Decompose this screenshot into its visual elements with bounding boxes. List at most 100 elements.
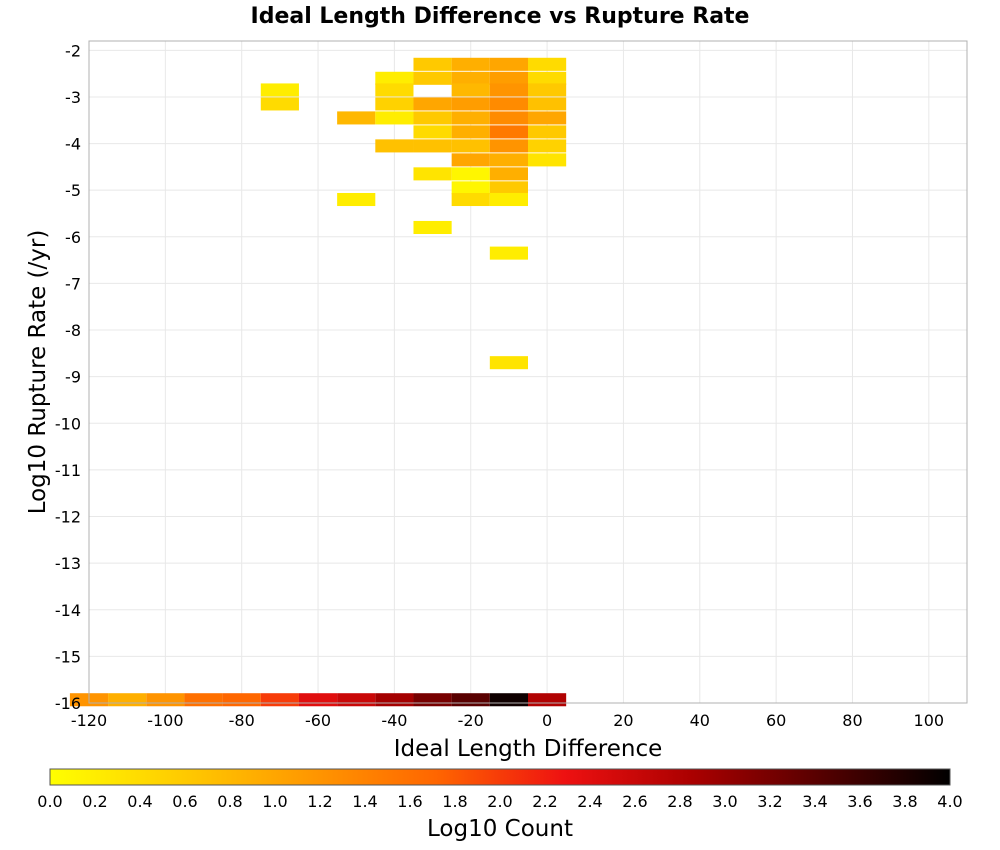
heatmap-cell bbox=[489, 97, 528, 111]
colorbar-tick-label: 3.2 bbox=[757, 792, 782, 811]
heatmap-cell bbox=[489, 139, 528, 153]
colorbar-ticks: 0.0 0.2 0.4 0.6 0.8 1.0 1.2 1.4 1.6 1.8 2.0 2.2 2.4 2… bbox=[37, 792, 962, 811]
y-tick-label: -4 bbox=[65, 135, 81, 154]
heatmap-cell bbox=[375, 97, 414, 111]
heatmap-cell bbox=[489, 192, 528, 207]
heatmap-cell bbox=[489, 246, 528, 260]
y-tick-label: -8 bbox=[65, 321, 81, 340]
colorbar-tick-label: 1.6 bbox=[397, 792, 422, 811]
heatmap-cell bbox=[451, 125, 490, 139]
heatmap-cell bbox=[489, 356, 528, 370]
heatmap-cell bbox=[528, 97, 567, 111]
heatmap-cell bbox=[489, 125, 528, 139]
x-tick-label: 0 bbox=[542, 711, 552, 730]
y-tick-label: -11 bbox=[55, 461, 81, 480]
colorbar-tick-label: 2.0 bbox=[487, 792, 512, 811]
heatmap-cell bbox=[375, 71, 414, 85]
colorbar-tick-label: 4.0 bbox=[937, 792, 962, 811]
colorbar-tick-label: 0.2 bbox=[82, 792, 107, 811]
colorbar bbox=[49, 768, 951, 786]
heatmap-cell bbox=[451, 181, 490, 195]
heatmap-cell bbox=[528, 83, 567, 97]
y-axis-label: Log10 Rupture Rate (/yr) bbox=[25, 230, 51, 515]
y-tick-label: -7 bbox=[65, 274, 81, 293]
heatmap-cell bbox=[489, 111, 528, 125]
y-tick-label: -5 bbox=[65, 181, 81, 200]
y-tick-label: -14 bbox=[55, 601, 81, 620]
x-tick-label: 60 bbox=[766, 711, 786, 730]
heatmap-cell bbox=[413, 139, 452, 153]
heatmap-cell bbox=[451, 71, 490, 85]
heatmap-cell bbox=[528, 57, 567, 71]
x-tick-label: -120 bbox=[71, 711, 107, 730]
y-tick-label: -12 bbox=[55, 508, 81, 527]
heatmap-cell bbox=[528, 125, 567, 139]
plot-frame bbox=[88, 40, 968, 704]
y-tick-label: -6 bbox=[65, 228, 81, 247]
colorbar-tick-label: 3.0 bbox=[712, 792, 737, 811]
heatmap-cell bbox=[146, 693, 185, 707]
heatmap-cell bbox=[184, 693, 223, 707]
x-tick-label: -60 bbox=[305, 711, 331, 730]
colorbar-tick-label: 3.4 bbox=[802, 792, 827, 811]
x-tick-label: -20 bbox=[458, 711, 484, 730]
y-tick-label: -3 bbox=[65, 88, 81, 107]
colorbar-tick-label: 0.4 bbox=[127, 792, 152, 811]
heatmap-cell bbox=[528, 153, 567, 167]
chart-title: Ideal Length Difference vs Rupture Rate bbox=[251, 4, 750, 29]
x-tick-label: -100 bbox=[147, 711, 183, 730]
heatmap-cell bbox=[489, 71, 528, 85]
x-tick-label: 20 bbox=[613, 711, 633, 730]
heatmap-cell bbox=[528, 693, 567, 707]
heatmap-cell bbox=[337, 693, 376, 707]
heatmap-cell bbox=[489, 181, 528, 195]
heatmap-cell bbox=[298, 693, 338, 707]
heatmap-cell bbox=[375, 111, 414, 125]
colorbar-tick-label: 1.8 bbox=[442, 792, 467, 811]
heatmap-cell bbox=[337, 111, 376, 125]
heatmap-cell bbox=[489, 83, 528, 97]
y-tick-label: -13 bbox=[55, 554, 81, 573]
heatmap-cell bbox=[413, 57, 452, 71]
y-tick-label: -16 bbox=[55, 694, 81, 713]
heatmap-cell bbox=[337, 192, 376, 207]
colorbar-tick-label: 0.6 bbox=[172, 792, 197, 811]
y-tick-label: -9 bbox=[65, 368, 81, 387]
heatmap-cell bbox=[260, 693, 299, 707]
heatmap-cell bbox=[489, 57, 528, 71]
colorbar-tick-label: 2.6 bbox=[622, 792, 647, 811]
colorbar-tick-label: 0.8 bbox=[217, 792, 242, 811]
heatmap-cell bbox=[489, 693, 528, 707]
colorbar-tick-label: 1.2 bbox=[307, 792, 332, 811]
heatmap-cell bbox=[260, 83, 299, 97]
heatmap-cell bbox=[413, 220, 452, 235]
y-tick-label: -10 bbox=[55, 414, 81, 433]
x-axis-label: Ideal Length Difference bbox=[394, 736, 663, 762]
x-tick-label: 100 bbox=[914, 711, 945, 730]
x-tick-label: -40 bbox=[381, 711, 407, 730]
y-axis-ticks: -2 -3 -4 -5 -6 -7 -8 -9 -10 -11 -12 -13 -14 -15 -16 bbox=[55, 41, 81, 713]
heatmap-cell bbox=[108, 693, 147, 707]
colorbar-tick-label: 1.0 bbox=[262, 792, 287, 811]
colorbar-tick-label: 2.8 bbox=[667, 792, 692, 811]
heatmap-cell bbox=[413, 167, 452, 181]
x-tick-label: 80 bbox=[842, 711, 862, 730]
heatmap-cell bbox=[451, 57, 490, 71]
heatmap-cell bbox=[375, 139, 414, 153]
heatmap-cell bbox=[413, 97, 452, 111]
colorbar-tick-label: 3.6 bbox=[847, 792, 872, 811]
heatmap-cell bbox=[413, 71, 452, 85]
colorbar-tick-label: 2.2 bbox=[532, 792, 557, 811]
heatmap-cell bbox=[528, 71, 567, 85]
x-axis-ticks: -120 -100 -80 -60 -40 -20 0 20 40 60 80 100 bbox=[71, 711, 944, 730]
heatmap-cell bbox=[260, 97, 299, 111]
colorbar-tick-label: 2.4 bbox=[577, 792, 602, 811]
heatmap-cell bbox=[413, 111, 452, 125]
colorbar-tick-label: 3.8 bbox=[892, 792, 917, 811]
y-tick-label: -2 bbox=[65, 41, 81, 60]
heatmap-cell bbox=[451, 111, 490, 125]
heatmap-cell bbox=[489, 167, 528, 181]
heatmap-cell bbox=[375, 693, 414, 707]
heatmap-cell bbox=[413, 125, 452, 139]
